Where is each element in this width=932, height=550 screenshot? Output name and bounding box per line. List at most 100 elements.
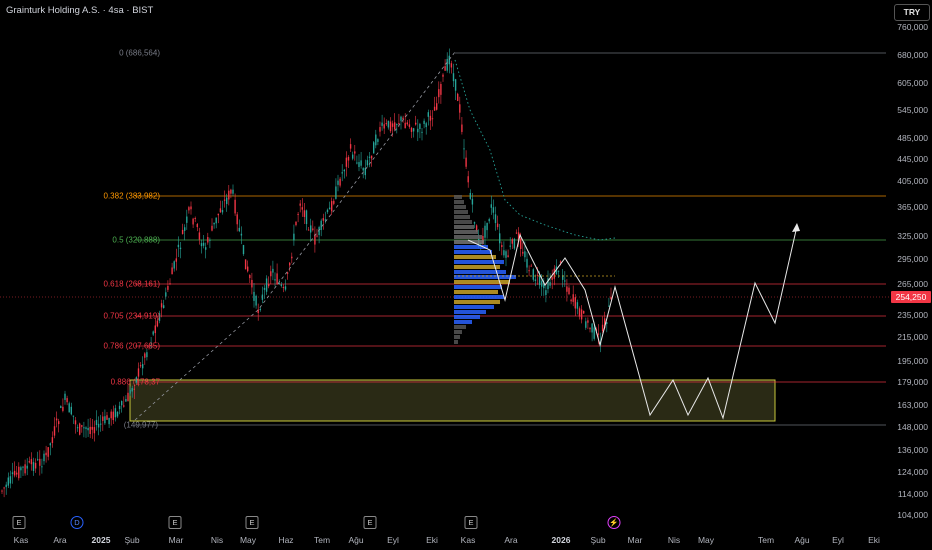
- candle-body: [536, 274, 539, 276]
- candle-body: [223, 199, 226, 201]
- volume-profile-bar: [454, 205, 466, 209]
- candle-body: [26, 465, 28, 469]
- candle-body: [299, 203, 301, 206]
- volume-profile-bar: [454, 280, 510, 284]
- price-tick-label: 195,000: [897, 356, 928, 366]
- candle-body: [121, 401, 123, 406]
- candle-body: [238, 227, 240, 232]
- candle-body: [261, 294, 264, 300]
- candle-body: [293, 233, 295, 241]
- candle-body: [20, 467, 22, 471]
- candle-body: [331, 201, 333, 212]
- time-tick-label: May: [239, 535, 257, 545]
- candle-body: [570, 299, 572, 302]
- candle-body: [198, 232, 201, 240]
- candle-body: [184, 227, 186, 231]
- candle-body: [522, 251, 524, 254]
- candle-body: [415, 122, 417, 125]
- candle-body: [465, 157, 467, 167]
- candle-body: [34, 462, 37, 469]
- candle-body: [370, 155, 373, 159]
- earnings-icon[interactable]: E: [464, 516, 478, 529]
- volume-profile-bar: [454, 250, 492, 254]
- price-tick-label: 605,000: [897, 78, 928, 88]
- candle-body: [18, 466, 20, 479]
- candle-body: [354, 151, 356, 154]
- price-chart[interactable]: [0, 0, 890, 530]
- candle-body: [53, 426, 56, 436]
- price-tick-label: 265,000: [897, 279, 928, 289]
- candle-body: [534, 279, 537, 281]
- candle-body: [192, 218, 194, 225]
- earnings-icon[interactable]: E: [168, 516, 182, 529]
- candle-body: [177, 244, 180, 248]
- candle-body: [488, 219, 490, 222]
- fib-level-label: 0 (686,564): [119, 48, 160, 58]
- candle-body: [276, 273, 278, 284]
- candle-body: [139, 365, 142, 367]
- candle-body: [289, 262, 291, 266]
- candle-body: [604, 318, 606, 329]
- candle-body: [377, 139, 379, 142]
- candle-body: [601, 324, 604, 332]
- volume-profile-bar: [454, 245, 488, 249]
- candle-body: [486, 222, 488, 231]
- candle-body: [265, 278, 268, 292]
- candle-body: [543, 282, 545, 289]
- candle-body: [291, 256, 293, 259]
- volume-profile-bar: [454, 290, 498, 294]
- candle-body: [528, 270, 530, 272]
- earnings-icon[interactable]: E: [12, 516, 26, 529]
- candle-body: [163, 305, 165, 309]
- candle-body: [11, 472, 14, 475]
- earnings-icon[interactable]: E: [363, 516, 377, 529]
- dividend-icon[interactable]: D: [70, 516, 84, 529]
- split-icon[interactable]: ⚡: [607, 516, 621, 529]
- time-tick-label: Mar: [627, 535, 643, 545]
- candle-body: [373, 142, 375, 154]
- candle-body: [358, 162, 360, 167]
- candle-body: [608, 305, 610, 307]
- candle-body: [505, 251, 507, 258]
- candle-body: [343, 169, 345, 172]
- price-tick-label: 325,000: [897, 231, 928, 241]
- candle-body: [274, 279, 276, 281]
- candle-body: [116, 411, 119, 417]
- volume-profile-bar: [454, 320, 472, 324]
- candle-body: [16, 472, 18, 475]
- fib-level-label: 0.618 (268,161): [103, 279, 161, 289]
- currency-button[interactable]: TRY: [894, 4, 930, 21]
- candle-body: [175, 258, 177, 262]
- volume-profile-bar: [454, 255, 496, 259]
- candle-body: [557, 270, 560, 272]
- time-tick-label: Tem: [757, 535, 775, 545]
- candle-body: [209, 239, 211, 241]
- candle-body: [578, 308, 581, 317]
- candle-body: [60, 406, 62, 408]
- fib-level-label: 0.382 (383,982): [103, 191, 161, 201]
- candle-body: [129, 390, 131, 394]
- earnings-icon[interactable]: E: [245, 516, 259, 529]
- candle-body: [49, 443, 51, 446]
- target-zone-box: [129, 379, 776, 422]
- volume-profile-bar: [454, 195, 462, 199]
- candle-body: [62, 406, 64, 411]
- candle-body: [406, 122, 408, 125]
- symbol-title[interactable]: Grainturk Holding A.S. · 4sa · BIST: [6, 5, 154, 16]
- volume-profile-bar: [454, 300, 500, 304]
- price-tick-label: 405,000: [897, 176, 928, 186]
- candle-body: [81, 425, 83, 427]
- chart-pane[interactable]: Grainturk Holding A.S. · 4sa · BIST 0 (6…: [0, 0, 890, 530]
- trendline-dashed: [134, 51, 456, 421]
- candle-body: [1, 490, 3, 492]
- candle-body: [379, 127, 381, 132]
- candle-body: [320, 220, 322, 230]
- time-axis[interactable]: Kas Ara 2025 Şub Mar Nis May Haz Tem Ağu Eyl Eki Kas…: [0, 530, 890, 550]
- candle-body: [440, 84, 442, 95]
- candle-body: [253, 291, 255, 301]
- candle-body: [205, 247, 207, 250]
- candle-body: [585, 321, 587, 328]
- volume-profile-bar: [454, 270, 506, 274]
- candle-body: [448, 55, 450, 65]
- price-axis[interactable]: 760,000 680,000 605,000 545,000 485,000 445,0…: [890, 0, 932, 530]
